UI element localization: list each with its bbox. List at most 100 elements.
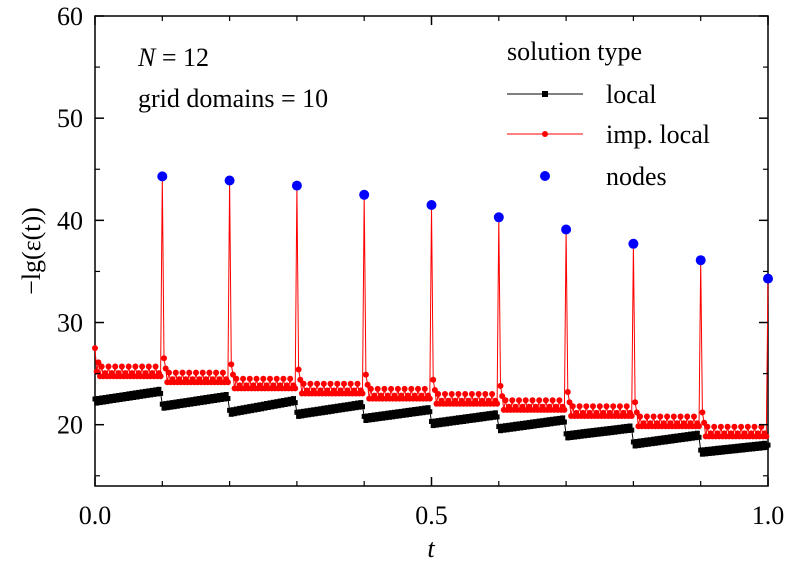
point-local [679,437,685,443]
point-local [459,414,465,420]
point-local [136,389,142,395]
point-local [666,438,672,444]
point-local [111,398,116,403]
point-local [494,414,500,420]
point-local [602,430,608,436]
point-local [129,390,135,396]
point-local [741,443,747,448]
point-local [676,437,682,443]
point-local [156,386,162,392]
point-local [738,443,744,449]
point-local [254,402,259,408]
annotation-n-variable: N [137,43,157,72]
point-node [695,255,706,266]
point-imp-local [643,413,650,420]
point-local [624,423,630,429]
point-imp-local [287,375,294,382]
point-local [413,411,419,417]
point-local [318,406,323,412]
point-local [543,417,549,423]
point-local [492,410,498,416]
point-local [582,433,588,439]
y-tick-label: 20 [57,411,83,440]
point-imp-local [455,391,462,397]
point-local [114,397,120,403]
point-local [250,403,256,409]
point-imp-local [717,423,724,430]
point-local [548,421,554,427]
point-imp-local [219,369,226,376]
point-local [498,428,503,434]
point-local [575,434,581,440]
point-imp-local [401,385,408,392]
point-local [489,410,495,416]
point-local [242,409,248,415]
point-local [203,395,209,400]
point-local [699,451,705,457]
point-imp-local [482,391,489,397]
point-imp-local [494,400,501,407]
point-local [560,415,566,421]
point-imp-local [650,413,657,420]
point-imp-local [497,382,504,389]
point-local [461,419,466,424]
point-local [454,419,460,425]
point-local [516,421,522,427]
point-local [484,415,490,421]
point-local [181,402,187,408]
point-local [94,400,100,406]
legend-title: solution type [507,37,642,66]
point-local [733,448,739,454]
point-local [622,428,628,434]
point-local [713,450,719,456]
point-imp-local [664,413,671,420]
point-local [312,411,318,417]
point-imp-local [267,375,273,382]
point-local [151,391,157,397]
point-local [127,395,133,401]
point-local [499,423,505,429]
point-local [747,446,752,452]
point-local [134,394,140,400]
point-imp-local [549,397,556,404]
point-local [418,406,424,412]
point-node [561,224,572,235]
point-local [371,412,377,418]
point-local [536,418,542,424]
point-local [540,418,545,424]
point-local [99,395,105,401]
point-local [153,387,159,393]
point-local [671,433,677,439]
point-local [760,445,766,451]
point-local [314,406,320,412]
point-local [415,406,421,412]
point-local [592,432,598,438]
point-local [109,394,115,399]
point-imp-local [260,375,267,382]
point-local [583,428,589,434]
point-local [439,417,445,423]
point-local [237,405,243,411]
point-local [297,409,303,415]
point-imp-local [731,423,738,430]
point-imp-local [596,403,603,410]
point-local [368,413,374,418]
point-local [257,402,263,408]
point-local [450,420,456,426]
point-imp-local [105,363,112,370]
point-imp-local [228,361,235,368]
point-local [427,409,433,415]
point-local [546,417,552,423]
point-local [154,391,160,397]
point-imp-local [327,380,334,387]
point-local [523,420,529,426]
point-imp-local [711,423,718,430]
point-local [259,406,265,412]
legend-label-local: local [606,80,657,109]
point-local [122,392,128,397]
point-local [269,404,275,410]
point-local [511,426,517,432]
point-local [632,443,638,449]
point-local [148,392,153,398]
point-local [410,411,416,417]
